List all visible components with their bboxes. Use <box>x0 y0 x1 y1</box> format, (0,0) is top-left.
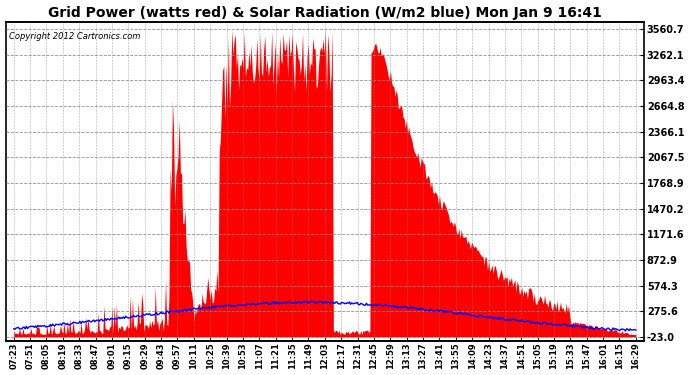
Text: Copyright 2012 Cartronics.com: Copyright 2012 Cartronics.com <box>9 32 140 40</box>
Title: Grid Power (watts red) & Solar Radiation (W/m2 blue) Mon Jan 9 16:41: Grid Power (watts red) & Solar Radiation… <box>48 6 602 20</box>
